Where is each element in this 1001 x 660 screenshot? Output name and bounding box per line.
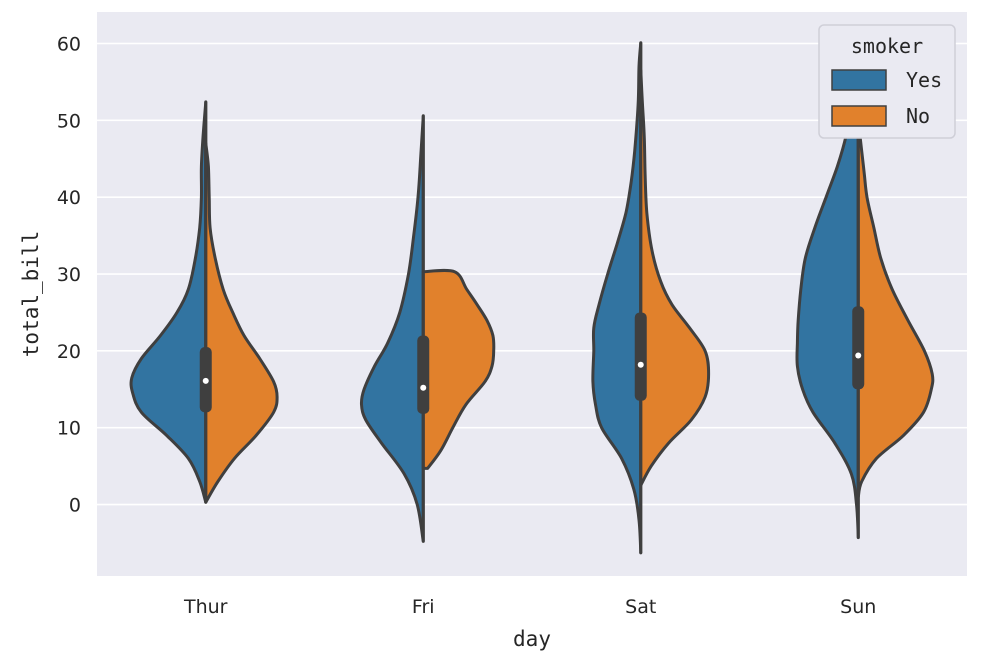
x-tick-label: Sat bbox=[625, 596, 656, 618]
violin-yes-fri bbox=[359, 114, 425, 543]
legend-swatch-no bbox=[831, 105, 887, 127]
violin-yes-sat bbox=[591, 41, 643, 555]
y-tick-label: 60 bbox=[57, 34, 81, 56]
iqr-box-fri bbox=[417, 335, 430, 414]
x-tick-label: Sun bbox=[840, 596, 876, 618]
violin-no-thur bbox=[204, 141, 279, 504]
median-dot-sat bbox=[637, 361, 644, 368]
y-tick-labels: 0 10 20 30 40 50 60 bbox=[57, 34, 81, 517]
violin-no-sat bbox=[639, 68, 711, 487]
x-tick-label: Fri bbox=[412, 596, 435, 618]
median-dot-thur bbox=[202, 377, 209, 384]
x-tick-labels: Thur Fri Sat Sun bbox=[183, 596, 876, 618]
legend-title: smoker bbox=[851, 34, 923, 58]
median-dot-fri bbox=[420, 384, 427, 391]
legend-label-no: No bbox=[906, 104, 930, 128]
legend-label-yes: Yes bbox=[906, 68, 942, 92]
y-tick-label: 10 bbox=[57, 418, 81, 440]
legend: smoker Yes No bbox=[818, 24, 956, 139]
violin-yes-thur bbox=[129, 100, 208, 504]
x-tick-label: Thur bbox=[183, 596, 228, 618]
median-dot-sun bbox=[855, 352, 862, 359]
violin-no-sun bbox=[856, 118, 935, 499]
y-axis-label: total_bill bbox=[19, 231, 43, 357]
y-tick-label: 30 bbox=[57, 264, 81, 286]
y-tick-label: 50 bbox=[57, 110, 81, 132]
y-tick-label: 20 bbox=[57, 341, 81, 363]
y-tick-label: 0 bbox=[69, 495, 81, 517]
x-axis-label: day bbox=[513, 627, 551, 651]
violin-no-fri bbox=[421, 268, 496, 470]
legend-swatch-yes bbox=[831, 69, 887, 91]
violin-yes-sun bbox=[795, 65, 860, 540]
y-tick-label: 40 bbox=[57, 187, 81, 209]
violins bbox=[129, 41, 935, 555]
iqr-box-sun bbox=[852, 306, 865, 390]
iqr-box-sat bbox=[634, 312, 647, 401]
